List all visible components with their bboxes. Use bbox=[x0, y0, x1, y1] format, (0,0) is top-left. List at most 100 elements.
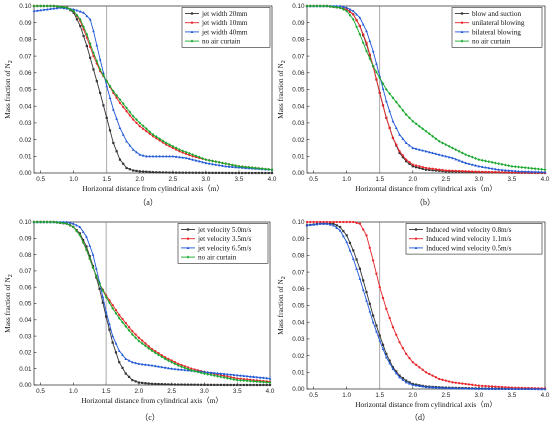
data-point bbox=[62, 221, 65, 225]
data-point bbox=[252, 375, 255, 378]
data-point bbox=[348, 7, 352, 11]
data-point bbox=[219, 372, 223, 375]
data-point bbox=[176, 367, 180, 371]
data-point bbox=[484, 159, 487, 163]
data-point bbox=[332, 222, 335, 225]
data-point bbox=[537, 387, 540, 391]
data-point bbox=[186, 367, 190, 371]
data-point bbox=[444, 379, 447, 382]
data-point bbox=[178, 148, 181, 152]
data-point bbox=[204, 171, 207, 174]
y-tick-label: 0.04 bbox=[292, 319, 305, 326]
data-point bbox=[328, 223, 332, 226]
data-point bbox=[191, 158, 194, 161]
data-point bbox=[88, 244, 92, 247]
data-point bbox=[39, 4, 42, 8]
x-tick-label: 3.5 bbox=[508, 176, 517, 183]
data-point bbox=[375, 324, 378, 327]
data-point bbox=[82, 25, 85, 29]
data-point bbox=[405, 160, 408, 163]
data-point bbox=[481, 170, 484, 174]
data-point bbox=[451, 156, 454, 160]
data-point bbox=[467, 162, 471, 165]
data-point bbox=[431, 167, 434, 170]
chart-panel-1: 0.5 1.0 1.5 2.0 2.5 3.0 3.5 4.0 0.00 0.01 0.02 0.03… bbox=[3, 3, 277, 207]
data-point bbox=[184, 171, 188, 174]
data-point bbox=[135, 150, 138, 154]
data-point bbox=[437, 386, 441, 389]
data-point bbox=[167, 366, 170, 370]
data-point bbox=[78, 232, 81, 235]
data-point bbox=[484, 170, 487, 174]
data-point bbox=[385, 99, 388, 103]
data-point bbox=[441, 168, 444, 172]
data-point bbox=[251, 171, 254, 175]
data-point bbox=[490, 387, 494, 390]
data-point bbox=[381, 347, 385, 351]
data-point bbox=[191, 153, 194, 157]
y-tick-label: 0.09 bbox=[292, 20, 305, 27]
data-point bbox=[338, 220, 342, 224]
data-point bbox=[352, 249, 355, 252]
data-point bbox=[45, 220, 49, 224]
data-point bbox=[388, 92, 391, 96]
data-point bbox=[134, 333, 137, 336]
y-tick-label: 0.05 bbox=[292, 87, 305, 94]
data-point bbox=[461, 386, 464, 390]
data-point bbox=[454, 386, 458, 390]
data-point bbox=[371, 320, 375, 324]
data-point bbox=[351, 9, 355, 13]
data-point bbox=[203, 372, 206, 376]
data-point bbox=[421, 127, 425, 131]
data-point bbox=[375, 62, 378, 65]
data-point bbox=[484, 384, 487, 388]
data-point bbox=[95, 59, 99, 63]
data-point bbox=[170, 383, 173, 386]
data-point bbox=[157, 365, 160, 368]
data-point bbox=[226, 376, 229, 380]
data-point bbox=[338, 6, 342, 10]
data-point bbox=[385, 307, 388, 310]
data-point bbox=[222, 372, 226, 376]
data-point bbox=[124, 324, 128, 328]
data-point bbox=[148, 130, 152, 134]
x-tick-label: 4.0 bbox=[268, 176, 277, 183]
data-point bbox=[464, 382, 467, 386]
y-tick-label: 0.02 bbox=[19, 350, 32, 357]
data-point bbox=[414, 147, 418, 150]
legend-marker bbox=[460, 21, 464, 24]
legend-marker bbox=[186, 228, 190, 231]
data-point bbox=[474, 384, 477, 387]
data-point bbox=[68, 221, 72, 224]
data-point bbox=[358, 32, 362, 36]
data-point bbox=[352, 220, 355, 224]
data-point bbox=[391, 136, 395, 140]
data-point bbox=[421, 385, 425, 388]
data-point bbox=[265, 383, 268, 387]
data-point bbox=[319, 220, 322, 224]
data-point bbox=[157, 382, 160, 386]
data-point bbox=[418, 148, 421, 151]
data-point bbox=[414, 122, 418, 126]
data-point bbox=[49, 220, 52, 224]
data-point bbox=[125, 106, 128, 110]
data-point bbox=[104, 295, 108, 299]
data-point bbox=[257, 166, 261, 170]
data-point bbox=[444, 154, 448, 158]
data-point bbox=[98, 58, 102, 61]
data-point bbox=[78, 233, 82, 237]
data-point bbox=[128, 144, 132, 147]
data-point bbox=[35, 220, 39, 224]
data-point bbox=[236, 377, 239, 380]
y-tick-label: 0.02 bbox=[292, 137, 305, 144]
data-point bbox=[451, 146, 454, 150]
data-point bbox=[214, 160, 218, 164]
data-point bbox=[355, 19, 358, 22]
data-point bbox=[206, 372, 210, 376]
data-point bbox=[217, 160, 221, 164]
data-point bbox=[101, 301, 104, 304]
data-point bbox=[477, 387, 481, 390]
data-point bbox=[305, 4, 309, 8]
data-point bbox=[249, 383, 252, 387]
data-point bbox=[434, 376, 438, 379]
